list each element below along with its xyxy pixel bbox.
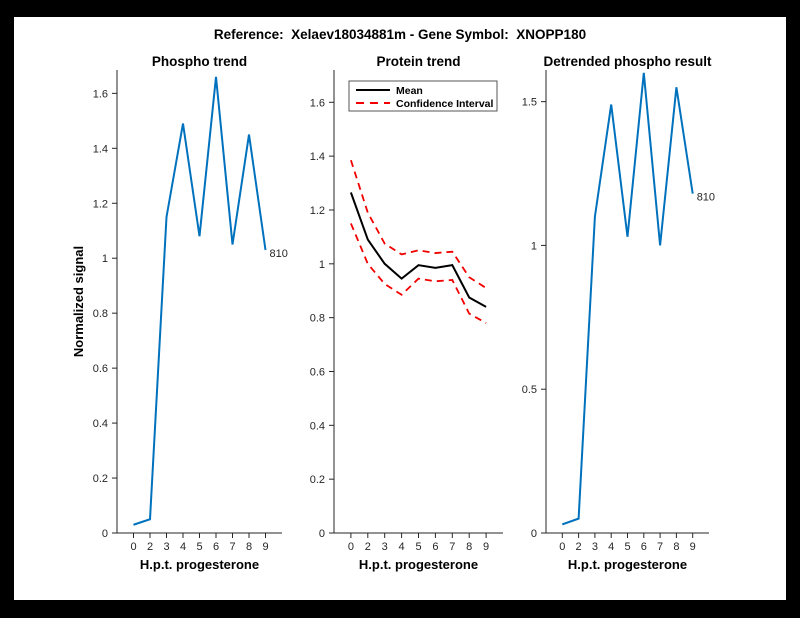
x-tick-label: 2	[365, 541, 371, 553]
x-tick-label: 7	[657, 541, 663, 553]
x-tick-label: 2	[576, 541, 582, 553]
plot-title: Protein trend	[376, 54, 460, 69]
y-tick-label: 0.8	[93, 308, 108, 320]
x-tick-label: 7	[229, 541, 235, 553]
y-tick-label: 1	[531, 240, 537, 252]
phospho-trend-plot: 00.20.40.60.811.21.41.60 2 3 4 5 6 7 8 9Phospho …	[71, 54, 288, 572]
y-tick-label: 1.6	[93, 88, 108, 100]
y-tick-label: 0	[531, 528, 537, 540]
figure-title: Reference: Xelaev18034881m - Gene Symbol…	[213, 27, 587, 42]
x-tick-label: 0	[130, 541, 136, 553]
y-tick-label: 0.6	[310, 366, 325, 378]
y-tick-label: 1.5	[522, 97, 537, 109]
x-tick-label: 4	[180, 541, 186, 553]
series-line-mean	[349, 192, 487, 308]
y-tick-label: 1	[319, 259, 325, 271]
x-tick-label: 6	[213, 541, 219, 553]
series-end-label: 810	[697, 192, 715, 204]
x-tick-label: 3	[163, 541, 169, 553]
series-line-confidence-interval-lower	[350, 223, 487, 324]
y-tick-label: 0.4	[310, 420, 325, 432]
legend-label: Confidence Interval	[396, 98, 494, 110]
x-tick-label: 8	[466, 541, 472, 553]
plot-title: Detrended phospho result	[543, 54, 712, 69]
x-tick-label: 5	[415, 541, 421, 553]
y-tick-label: 0.4	[93, 418, 108, 430]
series-end-label: 810	[270, 248, 288, 260]
x-tick-label: 0	[348, 541, 354, 553]
y-tick-label: 1.6	[310, 97, 325, 109]
x-tick-label: 9	[483, 541, 489, 553]
x-tick-label: 8	[246, 541, 252, 553]
y-tick-label: 0	[319, 528, 325, 540]
x-tick-label: 4	[608, 541, 614, 553]
x-tick-label: 2	[147, 541, 153, 553]
x-tick-label: 5	[624, 541, 630, 553]
series-line-phospho-signal	[133, 76, 267, 526]
x-tick-label: 5	[196, 541, 202, 553]
x-tick-label: 6	[641, 541, 647, 553]
x-tick-label: 7	[449, 541, 455, 553]
x-tick-label: 8	[673, 541, 679, 553]
y-axis-label: Normalized signal	[71, 246, 86, 357]
x-axis-label: H.p.t. progesterone	[568, 557, 687, 572]
x-tick-label: 9	[262, 541, 268, 553]
series-line-detrended-phospho-signal	[561, 72, 694, 526]
x-tick-label: 3	[382, 541, 388, 553]
y-tick-label: 0.5	[522, 384, 537, 396]
y-tick-label: 0.2	[310, 474, 325, 486]
legend-label: Mean	[396, 85, 423, 97]
y-tick-label: 0.6	[93, 363, 108, 375]
y-tick-label: 0.2	[93, 473, 108, 485]
x-axis-label: H.p.t. progesterone	[140, 557, 259, 572]
x-tick-label: 9	[690, 541, 696, 553]
y-tick-label: 1.2	[93, 198, 108, 210]
y-tick-label: 1.4	[310, 151, 325, 163]
y-tick-label: 0.8	[310, 313, 325, 325]
x-tick-label: 6	[432, 541, 438, 553]
x-axis-label: H.p.t. progesterone	[359, 557, 478, 572]
series-line-confidence-interval-upper	[350, 159, 487, 289]
y-tick-label: 0	[102, 528, 108, 540]
figure-canvas: Reference: Xelaev18034881m - Gene Symbol…	[14, 17, 786, 600]
y-tick-label: 1.2	[310, 205, 325, 217]
protein-trend-plot: 00.20.40.60.811.21.41.60 2 3 4 5 6 7 8 9Protein …	[310, 54, 503, 572]
legend-box	[348, 80, 498, 112]
x-tick-label: 3	[592, 541, 598, 553]
plot-title: Phospho trend	[152, 54, 247, 69]
x-tick-label: 0	[559, 541, 565, 553]
y-tick-label: 1	[102, 253, 108, 265]
y-tick-label: 1.4	[93, 143, 108, 155]
x-tick-label: 4	[399, 541, 405, 553]
